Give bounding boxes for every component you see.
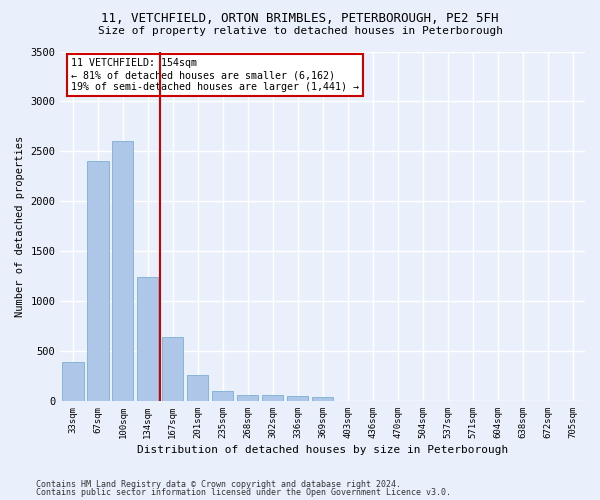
Text: Contains HM Land Registry data © Crown copyright and database right 2024.: Contains HM Land Registry data © Crown c… [36,480,401,489]
Bar [287,396,308,401]
X-axis label: Distribution of detached houses by size in Peterborough: Distribution of detached houses by size … [137,445,508,455]
Bar [137,277,158,401]
Bar [312,398,334,401]
Text: 11, VETCHFIELD, ORTON BRIMBLES, PETERBOROUGH, PE2 5FH: 11, VETCHFIELD, ORTON BRIMBLES, PETERBOR… [101,12,499,26]
Text: 11 VETCHFIELD: 154sqm
← 81% of detached houses are smaller (6,162)
19% of semi-d: 11 VETCHFIELD: 154sqm ← 81% of detached … [71,58,359,92]
Bar [62,362,83,401]
Bar [237,395,259,401]
Bar [87,162,109,401]
Bar [162,337,184,401]
Bar [212,391,233,401]
Bar [187,375,208,401]
Text: Size of property relative to detached houses in Peterborough: Size of property relative to detached ho… [97,26,503,36]
Y-axis label: Number of detached properties: Number of detached properties [15,136,25,317]
Text: Contains public sector information licensed under the Open Government Licence v3: Contains public sector information licen… [36,488,451,497]
Bar [262,396,283,401]
Bar [112,142,133,401]
